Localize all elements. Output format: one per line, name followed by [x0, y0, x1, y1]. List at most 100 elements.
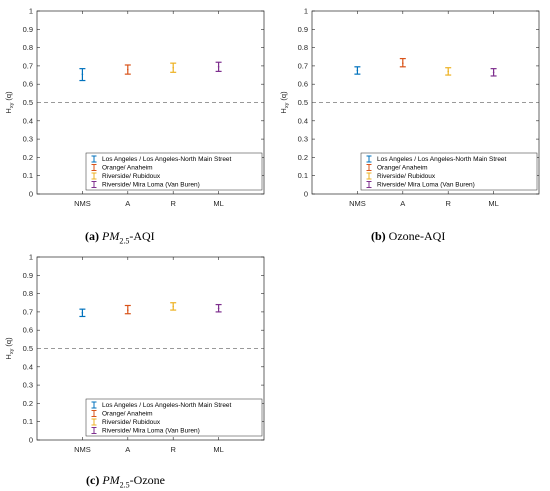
- legend-label: Riverside/ Mira Loma (Van Buren): [102, 428, 200, 435]
- error-bar-center: [447, 70, 449, 73]
- error-bar-center: [492, 71, 495, 74]
- y-tick-label: 0.5: [23, 344, 33, 353]
- legend-box: [85, 398, 263, 437]
- legend-item: Riverside/ Rubidoux: [366, 172, 436, 180]
- x-tick-label: ML: [213, 199, 223, 208]
- error-bar: [124, 304, 131, 315]
- x-tick-label: A: [125, 445, 130, 454]
- error-bar-center: [127, 68, 129, 71]
- y-axis-label: Hxy (q): [4, 91, 15, 114]
- legend-label: Orange/ Anaheim: [377, 165, 428, 172]
- legend-item: Riverside/ Rubidoux: [91, 172, 161, 180]
- error-bar-center: [217, 307, 220, 310]
- error-bar: [399, 57, 406, 68]
- legend-label: Los Angeles / Los Angeles-North Main Str…: [102, 156, 232, 163]
- error-bar: [170, 62, 177, 73]
- y-tick-label: 0.9: [23, 25, 33, 34]
- caption-ozone-aqi: (b) Ozone-AQI: [371, 229, 445, 244]
- y-tick-label: 1: [29, 7, 33, 16]
- error-bar-center: [356, 69, 359, 72]
- legend-item: Orange/ Anaheim: [91, 410, 153, 418]
- legend-item: Riverside/ Mira Loma (Van Buren): [91, 181, 200, 189]
- x-tick-label: A: [125, 199, 130, 208]
- x-tick-label: A: [400, 199, 405, 208]
- legend-item: Los Angeles / Los Angeles-North Main Str…: [366, 155, 507, 163]
- legend-item: Los Angeles / Los Angeles-North Main Str…: [91, 155, 232, 163]
- caption-pm25-aqi: (a) PM2.5-AQI: [85, 229, 155, 245]
- error-bar-center: [172, 66, 174, 69]
- error-bar-center: [402, 62, 404, 64]
- caption-subscript: 2.5: [119, 480, 130, 490]
- y-tick-label: 0.6: [298, 80, 308, 89]
- legend-item: Riverside/ Mira Loma (Van Buren): [91, 427, 200, 435]
- panel-ozone-aqi: 0 0.1 0.2 0.3 0.4 0.5 0.6 0.7 0.8 0.9 1 NMS A R ML Hxy …: [275, 0, 550, 215]
- y-tick-label: 0.6: [23, 326, 33, 335]
- error-bar: [490, 68, 497, 77]
- legend-item: Riverside/ Mira Loma (Van Buren): [366, 181, 475, 189]
- caption-text: -AQI: [129, 229, 155, 243]
- legend-item: Orange/ Anaheim: [91, 164, 153, 172]
- y-tick-label: 0.2: [23, 153, 33, 162]
- y-tick-label: 0.1: [23, 417, 33, 426]
- legend-label: Los Angeles / Los Angeles-North Main Str…: [377, 156, 507, 163]
- x-tick-label: R: [170, 445, 176, 454]
- y-tick-label: 0.5: [298, 98, 308, 107]
- legend-label: Riverside/ Mira Loma (Van Buren): [102, 182, 200, 189]
- x-tick-label: NMS: [74, 199, 91, 208]
- y-tick-label: 0.6: [23, 80, 33, 89]
- legend-box: [360, 152, 538, 191]
- caption-tag: (c): [86, 473, 100, 487]
- legend-label: Riverside/ Rubidoux: [102, 173, 161, 180]
- caption-pm25-ozone: (c) PM2.5-Ozone: [86, 473, 165, 489]
- y-tick-label: 0.7: [298, 61, 308, 70]
- y-tick-label: 0.8: [298, 43, 308, 52]
- x-tick-label: R: [445, 199, 451, 208]
- y-tick-label: 0: [29, 436, 33, 445]
- plot-frame: [311, 10, 540, 195]
- x-tick-label: R: [170, 199, 176, 208]
- error-bar-center: [172, 305, 174, 308]
- y-tick-label: 0.4: [23, 362, 33, 371]
- error-bar-center: [127, 309, 129, 311]
- legend-label: Orange/ Anaheim: [102, 165, 153, 172]
- legend-label: Riverside/ Rubidoux: [377, 173, 436, 180]
- legend: Los Angeles / Los Angeles-North Main Str…: [85, 398, 263, 437]
- chart-pm25-ozone: 0 0.1 0.2 0.3 0.4 0.5 0.6 0.7 0.8 0.9 1 NMS A R ML Hxy …: [4, 253, 265, 454]
- panel-pm25-ozone: 0 0.1 0.2 0.3 0.4 0.5 0.6 0.7 0.8 0.9 1 NMS A R ML Hxy …: [0, 246, 275, 461]
- y-tick-label: 0.2: [23, 399, 33, 408]
- y-tick-label: 0.4: [298, 116, 308, 125]
- y-tick-label: 0.3: [23, 381, 33, 390]
- y-axis-label: Hxy (q): [4, 337, 15, 360]
- error-bar: [215, 61, 222, 72]
- caption-tag: (b): [371, 229, 386, 243]
- plot-frame: [36, 256, 265, 441]
- caption-variable: PM: [102, 229, 120, 243]
- legend-label: Riverside/ Mira Loma (Van Buren): [377, 182, 475, 189]
- caption-tag: (a): [85, 229, 99, 243]
- legend: Los Angeles / Los Angeles-North Main Str…: [85, 152, 263, 191]
- y-tick-label: 0.8: [23, 289, 33, 298]
- x-tick-label: NMS: [74, 445, 91, 454]
- legend-item: Riverside/ Rubidoux: [91, 418, 161, 426]
- legend-item: Los Angeles / Los Angeles-North Main Str…: [91, 401, 232, 409]
- panel-pm25-aqi: 0 0.1 0.2 0.3 0.4 0.5 0.6 0.7 0.8 0.9 1 NMS A R ML Hxy …: [0, 0, 275, 215]
- y-tick-label: 0.1: [23, 171, 33, 180]
- error-bar-center: [217, 66, 220, 68]
- y-tick-label: 0.7: [23, 307, 33, 316]
- y-tick-label: 1: [304, 7, 308, 16]
- caption-text: Ozone-AQI: [388, 229, 446, 243]
- y-tick-label: 0.7: [23, 61, 33, 70]
- plot-frame: [36, 10, 265, 195]
- error-bar: [170, 302, 177, 311]
- caption-subscript: 2.5: [119, 236, 130, 246]
- chart-pm25-aqi: 0 0.1 0.2 0.3 0.4 0.5 0.6 0.7 0.8 0.9 1 NMS A R ML Hxy …: [4, 7, 265, 208]
- error-bar: [445, 67, 452, 76]
- y-tick-label: 0.9: [23, 271, 33, 280]
- legend-label: Orange/ Anaheim: [102, 411, 153, 418]
- error-bar: [79, 308, 86, 318]
- caption-variable: PM: [102, 473, 120, 487]
- legend-label: Los Angeles / Los Angeles-North Main Str…: [102, 402, 232, 409]
- y-tick-label: 0: [304, 190, 308, 199]
- error-bar: [124, 64, 131, 75]
- caption-text: -Ozone: [129, 473, 165, 487]
